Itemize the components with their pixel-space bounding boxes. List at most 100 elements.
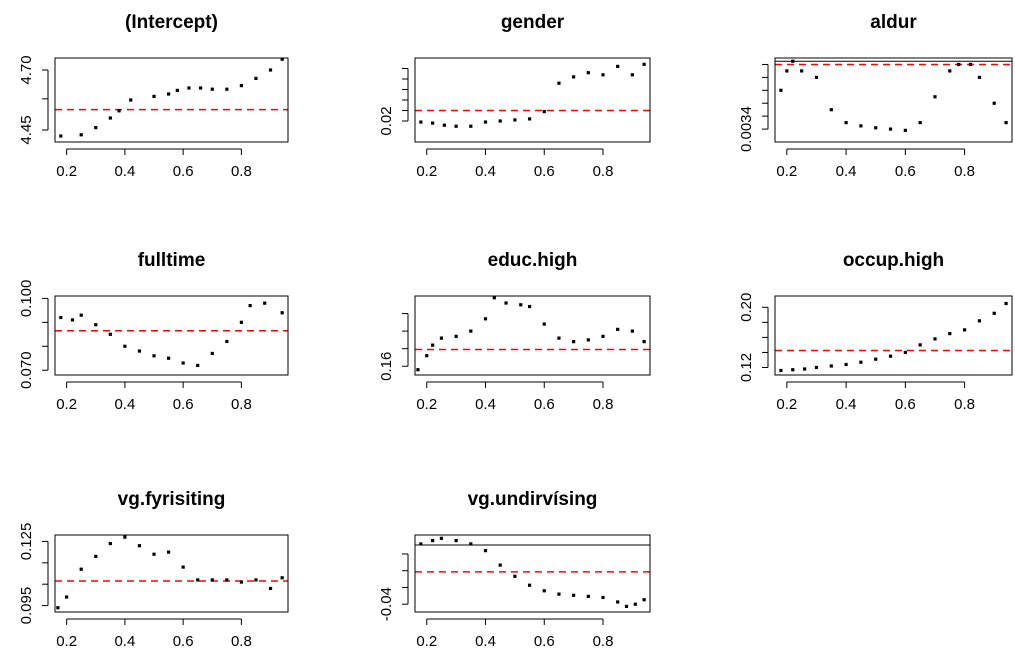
data-point xyxy=(181,565,185,569)
data-point xyxy=(948,69,952,73)
data-point xyxy=(175,88,179,92)
y-axis: 4.45 4.70 xyxy=(18,55,49,145)
data-point xyxy=(957,62,961,67)
panel-title: aldur xyxy=(870,12,917,33)
data-point xyxy=(268,586,273,591)
data-point xyxy=(803,367,807,371)
data-point xyxy=(601,595,605,600)
data-point xyxy=(630,329,634,333)
data-point xyxy=(844,362,848,367)
x-tick-label: 0.2 xyxy=(416,396,437,413)
data-point xyxy=(439,536,444,540)
data-point xyxy=(79,567,83,571)
data-point xyxy=(239,320,243,324)
y-tick-label: 0.125 xyxy=(18,523,35,561)
data-point xyxy=(199,86,203,90)
data-point xyxy=(572,593,576,597)
x-tick-label: 0.6 xyxy=(895,396,916,413)
x-tick-label: 0.6 xyxy=(534,633,555,650)
data-point xyxy=(586,338,590,342)
data-point xyxy=(933,337,937,341)
data-point xyxy=(903,128,907,132)
data-point xyxy=(483,549,488,553)
data-point xyxy=(586,594,590,598)
x-tick-label: 0.6 xyxy=(173,633,194,650)
x-tick-label: 0.8 xyxy=(593,163,614,180)
data-point xyxy=(166,550,171,554)
data-point xyxy=(933,95,937,99)
y-axis: 0.16 xyxy=(378,313,409,381)
data-point xyxy=(137,349,142,353)
data-point xyxy=(527,583,532,587)
y-tick-label: 0.100 xyxy=(18,280,35,318)
x-axis: 0.2 0.4 0.6 0.8 xyxy=(416,618,613,650)
data-point xyxy=(527,117,532,121)
plot-frame xyxy=(414,57,651,143)
data-point xyxy=(829,108,833,112)
data-point xyxy=(129,98,133,102)
data-point xyxy=(225,339,229,344)
data-point xyxy=(419,120,423,124)
data-point xyxy=(280,58,284,61)
data-point xyxy=(918,121,922,125)
data-point xyxy=(557,336,561,340)
x-tick-label: 0.2 xyxy=(776,163,797,180)
plot-frame xyxy=(774,295,1013,376)
data-point xyxy=(454,538,458,543)
x-axis: 0.2 0.4 0.6 0.8 xyxy=(416,381,613,413)
x-axis: 0.2 0.4 0.6 0.8 xyxy=(56,148,252,180)
x-tick-label: 0.6 xyxy=(173,163,194,180)
data-point xyxy=(416,368,420,372)
data-point xyxy=(239,580,243,584)
data-point xyxy=(616,600,620,604)
data-point xyxy=(431,343,435,347)
x-tick-label: 0.4 xyxy=(114,163,135,180)
x-tick-label: 0.4 xyxy=(114,396,135,413)
panel-title: occup.high xyxy=(843,250,944,271)
data-point xyxy=(431,121,435,125)
data-point xyxy=(483,317,488,321)
data-point xyxy=(196,578,200,582)
data-point xyxy=(814,75,819,79)
x-tick-label: 0.6 xyxy=(534,396,555,413)
x-tick-label: 0.4 xyxy=(836,396,857,413)
data-point xyxy=(601,334,605,338)
data-point xyxy=(977,319,982,323)
data-point xyxy=(225,578,229,582)
data-point xyxy=(642,340,646,344)
data-point xyxy=(888,127,893,131)
data-point xyxy=(225,87,229,91)
x-tick-label: 0.6 xyxy=(173,396,194,413)
data-point xyxy=(108,332,112,336)
x-tick-label: 0.8 xyxy=(231,396,252,413)
x-tick-label: 0.8 xyxy=(954,396,975,413)
data-point xyxy=(469,329,473,333)
panel-8: vg.undirvísing 0.2 0.4 0.6 0.8 -0.04 xyxy=(378,489,651,650)
panel-5: educ.high 0.2 0.4 0.6 0.8 0.16 xyxy=(378,250,651,413)
x-axis: 0.2 0.4 0.6 0.8 xyxy=(56,381,252,413)
data-point xyxy=(94,323,98,327)
data-point xyxy=(137,544,142,548)
data-point xyxy=(616,327,620,331)
data-point xyxy=(498,563,502,567)
data-point xyxy=(791,368,795,372)
data-point xyxy=(874,357,878,361)
data-point xyxy=(79,133,83,137)
panel-title: gender xyxy=(501,12,565,33)
data-point xyxy=(280,576,284,580)
data-point xyxy=(59,134,63,138)
data-point xyxy=(1004,121,1008,125)
panel-4: fulltime 0.2 0.4 0.6 0.8 0.070 0.100 xyxy=(18,250,289,413)
data-point xyxy=(785,69,789,73)
data-point xyxy=(152,354,156,358)
data-point xyxy=(992,101,996,105)
data-point xyxy=(527,304,532,309)
data-point xyxy=(918,343,922,347)
data-point xyxy=(469,542,473,546)
data-point xyxy=(419,542,423,546)
x-tick-label: 0.4 xyxy=(475,633,496,650)
data-point xyxy=(642,62,646,66)
data-point xyxy=(439,336,444,340)
plot-frame xyxy=(54,295,289,376)
data-point xyxy=(483,120,488,124)
